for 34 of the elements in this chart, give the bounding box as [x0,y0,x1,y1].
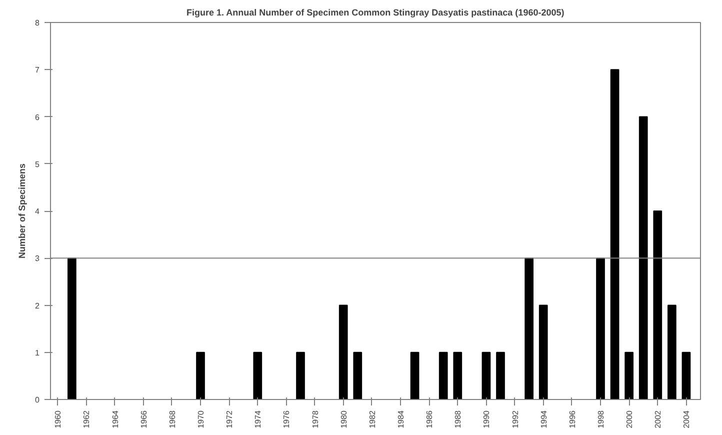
x-tick-label: 1972 [225,410,234,428]
x-tick-label: 1984 [396,410,406,428]
x-tick-label: 1962 [82,410,92,428]
y-tick-label: 8 [35,18,40,28]
x-tick-label: 1980 [339,410,348,428]
y-tick-label: 4 [35,207,40,216]
x-tick-label: 1978 [310,410,320,428]
x-tick-label: 1998 [596,410,606,428]
x-tick-label: 1992 [510,410,520,428]
x-tick-label: 1994 [539,410,548,428]
y-tick-label: 7 [35,66,40,75]
y-tick-label: 5 [35,160,40,169]
x-tick-label: 1970 [196,410,206,428]
x-tick-label: 1960 [54,410,63,428]
y-tick-label: 1 [35,348,40,358]
y-tick-label: 0 [35,396,40,404]
x-tick-label: 1966 [139,410,148,428]
x-tick-label: 1976 [282,410,292,428]
x-tick-label: 1974 [254,410,263,428]
x-tick-label: 1990 [482,410,492,428]
x-tick-label: 1968 [168,410,177,428]
x-tick-label: 2004 [682,410,692,428]
y-tick-label: 6 [35,112,40,122]
x-tick-label: 2002 [654,410,663,428]
x-tick-label: 1996 [568,410,577,428]
x-tick-label: 1982 [368,410,377,428]
y-axis-title: Number of Specimens [17,163,28,259]
chart-title: Figure 1. Annual Number of Specimen Common Stingray Dasyatis pastinaca (1960-2005) [186,8,564,18]
x-tick-label: 1964 [110,410,120,428]
y-tick-label: 2 [35,301,40,310]
x-tick-label: 2000 [625,410,634,428]
x-tick-label: 1986 [425,410,434,428]
x-tick-label: 1988 [454,410,463,428]
y-tick-label: 3 [35,254,40,264]
